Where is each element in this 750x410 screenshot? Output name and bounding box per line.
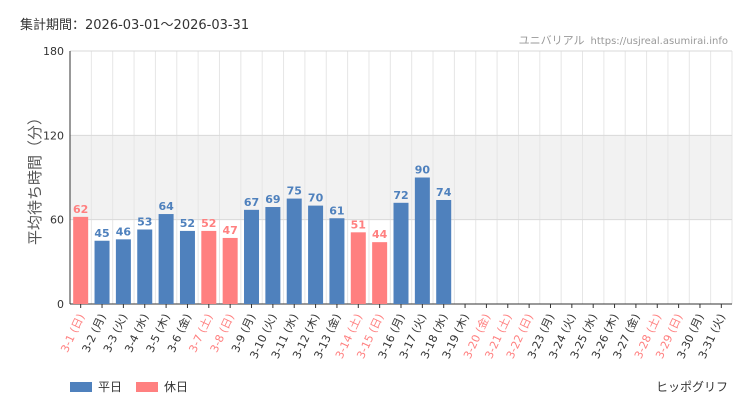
data-label: 51 <box>351 218 366 231</box>
data-label: 67 <box>244 196 259 209</box>
data-label: 75 <box>287 185 302 198</box>
data-label: 70 <box>308 192 324 205</box>
data-label: 69 <box>265 193 280 206</box>
bar <box>393 202 409 304</box>
data-label: 46 <box>116 225 132 238</box>
y-tick-label: 60 <box>50 214 64 227</box>
bar <box>158 214 174 304</box>
y-tick-label: 0 <box>57 298 64 311</box>
data-label: 74 <box>436 186 452 199</box>
bar <box>244 209 260 304</box>
legend-item-weekday: 平日 <box>70 378 122 395</box>
attraction-name: ヒッポグリフ <box>655 380 728 394</box>
data-label: 72 <box>393 189 408 202</box>
site-name: ユニバリアル <box>518 34 585 47</box>
data-label: 90 <box>415 164 431 177</box>
bar <box>350 232 366 304</box>
data-label: 61 <box>329 204 344 217</box>
legend-item-holiday: 休日 <box>136 378 188 395</box>
legend-label-holiday: 休日 <box>164 380 189 394</box>
data-label: 64 <box>158 200 174 213</box>
bar <box>73 216 89 304</box>
bar <box>372 242 388 304</box>
site-url: https://usjreal.asumirai.info <box>590 36 728 47</box>
site-credit: ユニバリアル https://usjreal.asumirai.info <box>519 32 728 48</box>
bar <box>179 230 195 304</box>
data-label: 45 <box>94 227 109 240</box>
bar <box>414 177 430 304</box>
bar <box>137 229 153 304</box>
bar <box>265 207 281 304</box>
bar <box>201 230 217 304</box>
legend-swatch-weekday <box>70 381 92 392</box>
data-label: 53 <box>137 216 152 229</box>
bar <box>286 198 302 304</box>
data-label: 62 <box>73 203 88 216</box>
data-label: 44 <box>372 228 388 241</box>
legend-swatch-holiday <box>136 381 159 392</box>
data-label: 52 <box>180 217 195 230</box>
data-label: 47 <box>223 224 238 237</box>
legend: 平日 休日 <box>70 378 202 395</box>
legend-label-weekday: 平日 <box>98 380 123 394</box>
bar <box>115 239 131 304</box>
bar <box>308 205 324 304</box>
period-label: 集計期間：2026-03-01～2026-03-31 <box>20 18 250 33</box>
bar <box>329 218 345 304</box>
bar <box>436 199 452 304</box>
data-label: 52 <box>201 217 216 230</box>
bar <box>94 240 110 304</box>
y-tick-label: 180 <box>43 45 64 58</box>
y-tick-label: 120 <box>43 129 64 142</box>
y-axis-label: 平均待ち時間（分） <box>26 110 44 245</box>
bar <box>222 237 238 304</box>
